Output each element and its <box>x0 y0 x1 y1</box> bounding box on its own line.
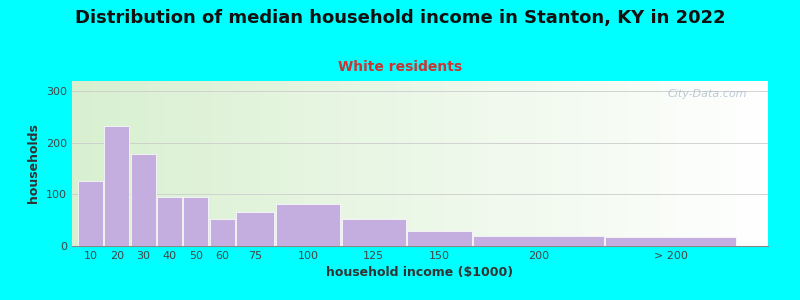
Bar <box>210 219 234 246</box>
Bar <box>474 236 604 246</box>
Bar <box>342 219 406 246</box>
Bar <box>104 126 130 246</box>
Bar <box>276 204 340 246</box>
Bar <box>407 230 472 246</box>
Bar <box>157 197 182 246</box>
Bar <box>130 154 156 246</box>
Bar <box>236 212 274 246</box>
Bar <box>78 181 103 246</box>
Text: Distribution of median household income in Stanton, KY in 2022: Distribution of median household income … <box>74 9 726 27</box>
Text: White residents: White residents <box>338 60 462 74</box>
Bar <box>183 197 209 246</box>
Text: City-Data.com: City-Data.com <box>668 89 747 99</box>
Y-axis label: households: households <box>27 124 41 203</box>
Bar <box>606 237 736 246</box>
X-axis label: household income ($1000): household income ($1000) <box>326 266 514 279</box>
